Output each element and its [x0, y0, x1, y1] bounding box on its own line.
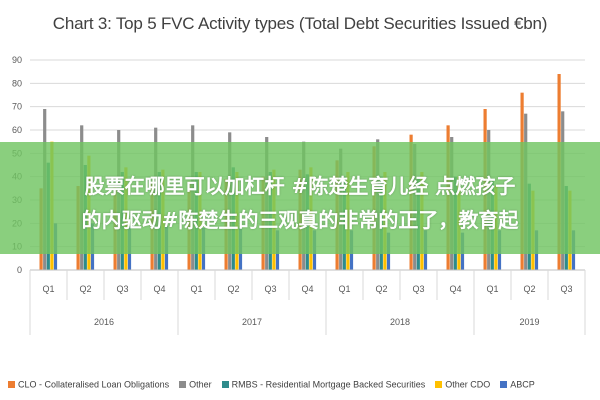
legend-item: Other — [179, 379, 212, 390]
y-tick-label: 0 — [17, 265, 22, 275]
overlay-text-line-2: 的内驱动#陈楚生的三观真的非常的正了，教育起 — [81, 208, 519, 232]
x-tick-label: Q2 — [79, 284, 91, 294]
x-tick-label: Q1 — [190, 284, 202, 294]
x-tick-label: Q4 — [449, 284, 461, 294]
x-tick-label: Q4 — [301, 284, 313, 294]
chart-legend: CLO - Collateralised Loan Obligations Oth… — [8, 379, 598, 395]
legend-label: Other — [189, 379, 212, 390]
x-tick-label: Q1 — [486, 284, 498, 294]
x-tick-label: Q1 — [338, 284, 350, 294]
legend-swatch — [179, 381, 187, 389]
x-tick-label: Q2 — [227, 284, 239, 294]
legend-label: Other CDO — [445, 379, 491, 390]
y-tick-label: 70 — [12, 102, 22, 112]
x-tick-label: Q3 — [116, 284, 128, 294]
y-tick-label: 60 — [12, 125, 22, 135]
legend-swatch — [8, 381, 15, 389]
overlay-text-line-1: 股票在哪里可以加杠杆 #陈楚生育儿经 点燃孩子 — [84, 174, 516, 198]
x-group-label: 2019 — [519, 317, 539, 327]
x-tick-label: Q2 — [375, 284, 387, 294]
legend-label: ABCP — [510, 379, 535, 390]
x-tick-label: Q4 — [153, 284, 165, 294]
legend-label: CLO - Collateralised Loan Obligations — [18, 379, 170, 390]
chart-title: Chart 3: Top 5 FVC Activity types (Total… — [52, 14, 548, 33]
x-group-label: 2017 — [242, 317, 262, 327]
promo-overlay-banner[interactable]: 股票在哪里可以加杠杆 #陈楚生育儿经 点燃孩子 的内驱动#陈楚生的三观真的非常的… — [0, 142, 600, 254]
y-tick-label: 90 — [12, 55, 22, 65]
x-axis: Q1 Q2 Q3 Q4 Q1 Q2 Q3 Q4 Q1 Q2 Q3 Q4 Q1 Q2 Q3 2016 2017 20… — [29, 269, 586, 335]
legend-item: Other CDO — [435, 379, 490, 390]
x-group-label: 2016 — [94, 317, 114, 327]
legend-item: CLO - Collateralised Loan Obligations — [8, 379, 169, 390]
x-tick-label: Q3 — [264, 284, 276, 294]
y-tick-label: 80 — [12, 78, 22, 88]
x-group-label: 2018 — [390, 317, 410, 327]
legend-item: ABCP — [500, 379, 535, 390]
legend-item: RMBS - Residential Mortgage Backed Secur… — [221, 379, 426, 390]
x-tick-label: Q3 — [560, 284, 572, 294]
x-tick-label: Q2 — [523, 284, 535, 294]
legend-label: RMBS - Residential Mortgage Backed Secur… — [231, 379, 426, 390]
x-tick-label: Q1 — [42, 284, 54, 294]
legend-swatch — [500, 381, 508, 389]
x-tick-label: Q3 — [412, 284, 424, 294]
legend-swatch — [435, 381, 443, 389]
legend-swatch — [221, 381, 229, 389]
